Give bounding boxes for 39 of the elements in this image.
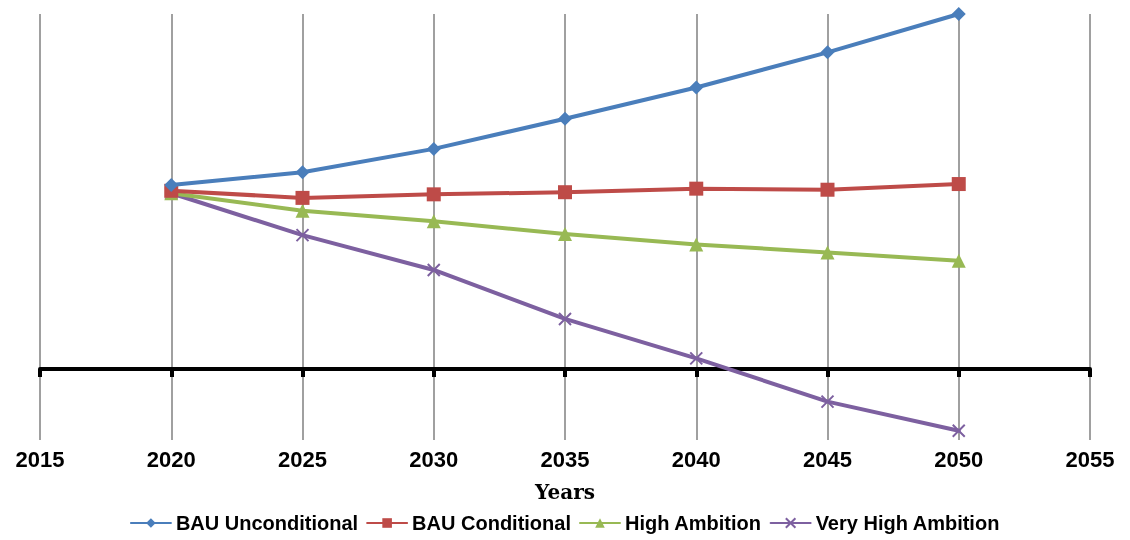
point (689, 351, 704, 366)
point (295, 228, 310, 243)
point (426, 187, 441, 202)
legend-label: BAU Conditional (412, 512, 571, 534)
x-tick-label: 2025 (278, 446, 327, 472)
x-tick-label: 2030 (409, 446, 459, 472)
point (426, 214, 441, 229)
point (820, 245, 835, 260)
point (558, 111, 572, 126)
point (558, 311, 572, 326)
point (164, 178, 179, 193)
x-tick-label: 2050 (934, 446, 984, 472)
point (295, 190, 310, 205)
x-tick-label: 2055 (1065, 446, 1115, 472)
legend-label: High Ambition (624, 512, 761, 534)
point (951, 177, 966, 192)
point (558, 227, 572, 242)
x-tick-label: 2045 (803, 446, 852, 472)
x-tick-label: 2040 (671, 446, 721, 472)
legend-label: BAU Unconditional (175, 512, 359, 534)
point (426, 262, 441, 277)
point (951, 423, 966, 438)
point (295, 203, 310, 218)
point (820, 394, 835, 409)
x-tick-label: 2035 (540, 446, 590, 472)
point (689, 181, 704, 196)
point (689, 80, 704, 95)
point (820, 182, 835, 197)
point (295, 165, 310, 180)
point (951, 253, 966, 268)
x-tick-label: 2015 (15, 446, 65, 472)
x-axis-title: Years (533, 480, 596, 504)
point (689, 237, 704, 252)
legend-label: Very High Ambition (815, 512, 1000, 534)
x-tick-label: 2020 (146, 446, 196, 472)
point (820, 45, 835, 60)
point (426, 141, 441, 156)
point (558, 185, 572, 200)
point (951, 7, 966, 21)
